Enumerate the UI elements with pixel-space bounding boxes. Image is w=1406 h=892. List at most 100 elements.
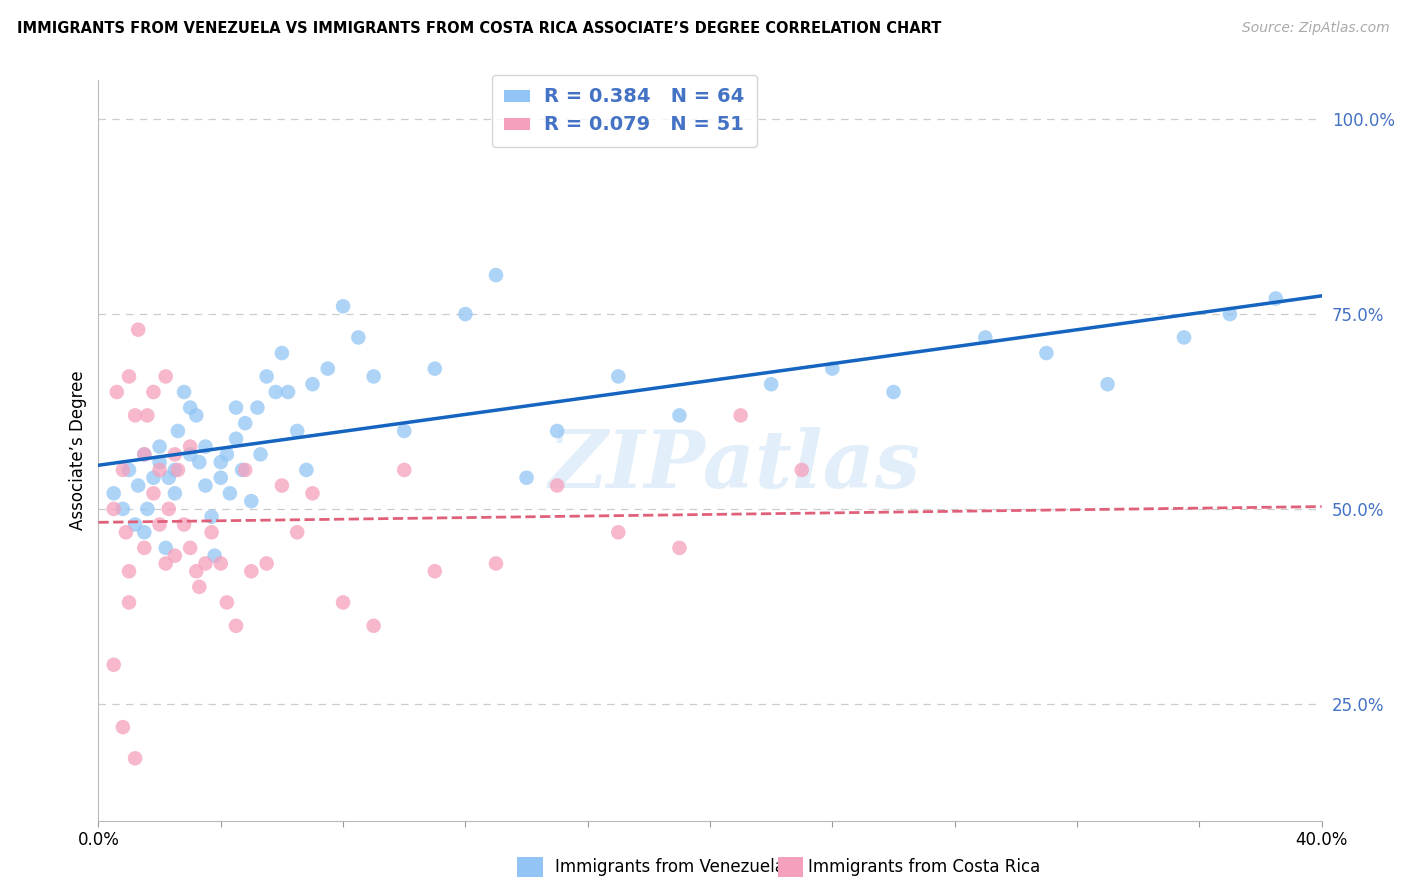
Point [142,384,165,399]
Point [179,541,201,555]
Point [215,447,238,461]
Point [194,557,217,571]
Point [546,424,568,438]
Point [204,549,226,563]
Point [149,517,172,532]
Point [215,595,238,609]
Point [332,595,354,609]
Point [111,502,134,516]
Point [149,440,172,454]
Point [200,509,222,524]
Point [194,478,217,492]
Point [157,502,180,516]
Point [546,478,568,492]
Point [103,502,125,516]
Point [179,440,201,454]
Point [285,424,308,438]
Text: Source: ZipAtlas.com: Source: ZipAtlas.com [1241,21,1389,35]
Point [124,751,146,765]
Point [142,486,165,500]
Text: IMMIGRANTS FROM VENEZUELA VS IMMIGRANTS FROM COSTA RICA ASSOCIATE’S DEGREE CORRE: IMMIGRANTS FROM VENEZUELA VS IMMIGRANTS … [17,21,941,36]
Point [301,377,323,392]
Point [256,369,278,384]
Point [454,307,477,321]
Point [270,478,292,492]
Point [124,409,146,423]
Point [105,384,128,399]
Point [668,409,690,423]
Text: ZIPatlas: ZIPatlas [548,426,921,504]
Point [157,471,180,485]
Point [111,463,134,477]
Point [1035,346,1057,360]
Point [111,720,134,734]
Point [295,463,318,477]
Point [118,463,141,477]
Point [423,361,446,376]
Point [209,471,232,485]
Point [209,455,232,469]
Point [332,299,354,313]
Point [233,416,256,430]
Y-axis label: Associate’s Degree: Associate’s Degree [69,371,87,530]
Point [124,517,146,532]
Point [730,409,752,423]
Point [225,432,247,446]
Point [118,564,141,578]
Point [277,384,299,399]
Point [1097,377,1119,392]
Point [142,471,165,485]
Point [118,369,141,384]
Point [225,401,247,415]
Point [316,361,339,376]
Point [127,323,149,337]
Point [179,401,201,415]
Point [516,471,538,485]
Point [155,369,177,384]
Point [668,541,690,555]
Point [240,494,263,508]
Point [485,268,508,282]
Point [200,525,222,540]
Point [363,369,385,384]
Point [134,447,156,461]
Point [485,557,508,571]
Point [186,564,208,578]
Point [149,463,172,477]
Point [1264,292,1286,306]
Point [163,486,186,500]
Point [194,440,217,454]
Text: Immigrants from Venezuela: Immigrants from Venezuela [555,858,785,876]
Point [163,463,186,477]
Point [225,619,247,633]
Point [163,549,186,563]
Point [249,447,271,461]
Point [264,384,287,399]
Point [103,486,125,500]
Point [392,424,416,438]
Point [155,557,177,571]
Point [231,463,253,477]
Point [103,657,125,672]
Point [883,384,905,399]
Point [134,525,156,540]
Point [790,463,813,477]
Point [1219,307,1241,321]
Point [607,525,630,540]
Legend: R = 0.384   N = 64, R = 0.079   N = 51: R = 0.384 N = 64, R = 0.079 N = 51 [492,75,756,147]
Point [136,502,159,516]
Point [240,564,263,578]
Point [136,409,159,423]
Point [219,486,242,500]
Point [423,564,446,578]
Point [285,525,308,540]
Point [118,595,141,609]
Point [173,517,195,532]
Point [363,619,385,633]
Point [607,369,630,384]
Point [134,541,156,555]
Point [167,424,190,438]
Point [188,580,211,594]
Point [1173,330,1195,344]
Point [974,330,997,344]
